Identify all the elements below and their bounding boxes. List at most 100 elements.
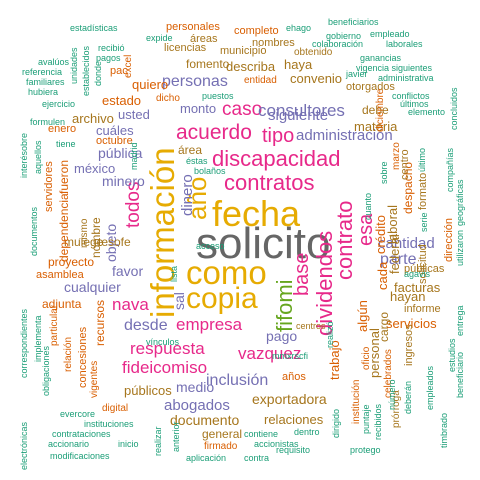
- cloud-word: dicho: [156, 93, 180, 104]
- cloud-word: general: [202, 427, 243, 441]
- cloud-word: proyecto: [48, 255, 95, 269]
- cloud-word: dentro: [294, 427, 320, 437]
- cloud-word: materia: [354, 119, 398, 134]
- cloud-word: nava: [112, 295, 149, 314]
- cloud-word: otorgados: [346, 81, 395, 93]
- cloud-word: copia: [186, 282, 258, 315]
- cloud-word: base: [291, 252, 313, 296]
- cloud-word: méxico: [74, 161, 116, 176]
- cloud-word: vigencia siguientes: [356, 63, 433, 73]
- cloud-word: estado: [102, 93, 142, 108]
- cloud-word: documentos: [29, 206, 39, 256]
- cloud-word: dinero: [179, 174, 196, 216]
- cloud-word: modificaciones: [50, 451, 110, 461]
- cloud-word: pagos: [96, 53, 121, 63]
- cloud-word: monto: [180, 101, 217, 116]
- cloud-word: quiero: [132, 77, 169, 92]
- cloud-word: pública: [98, 145, 143, 161]
- cloud-word: marzo: [391, 142, 402, 170]
- cloud-word: relaciones: [264, 412, 324, 427]
- cloud-word: colaboración: [312, 39, 364, 49]
- cloud-word: entrega: [455, 305, 465, 336]
- cloud-word: realizó: [325, 321, 335, 348]
- cloud-word: relación: [63, 336, 74, 372]
- cloud-word: facturas: [394, 280, 441, 295]
- cloud-word: pac: [110, 65, 128, 77]
- cloud-word: utilizaron: [455, 229, 465, 266]
- cloud-word: ejercicio: [42, 99, 76, 109]
- cloud-word: mismo: [79, 218, 90, 248]
- cloud-word: inicio: [118, 439, 139, 449]
- cloud-word: nombre: [89, 217, 103, 258]
- cloud-word: informe: [404, 303, 441, 315]
- cloud-word: debe: [362, 103, 389, 117]
- cloud-word: fecha: [212, 193, 301, 234]
- cloud-word: formato: [417, 172, 429, 210]
- cloud-word: empleado: [370, 29, 410, 39]
- cloud-word: diciembre: [375, 88, 386, 132]
- cloud-word: medio: [176, 379, 215, 395]
- cloud-word: aquellos: [33, 140, 43, 174]
- cloud-word: estudios: [447, 338, 457, 372]
- cloud-word: vazquez: [238, 344, 302, 363]
- cloud-word: vínculos: [146, 337, 180, 347]
- cloud-word: geográficas: [455, 179, 465, 226]
- cloud-word: requisito: [276, 445, 311, 455]
- cloud-word: dirigido: [331, 408, 341, 438]
- cloud-word: recibidos: [373, 403, 383, 440]
- cloud-word: ganancias: [360, 53, 402, 63]
- cloud-word: administrativa: [378, 73, 434, 83]
- cloud-word: mmxrscfi: [272, 351, 308, 361]
- cloud-word: oficio: [361, 346, 372, 370]
- cloud-word: concesiones: [77, 326, 89, 388]
- cloud-word: completo: [234, 25, 279, 37]
- cloud-word: exportadora: [252, 391, 327, 407]
- cloud-word: fomento: [186, 57, 230, 71]
- cloud-word: contiene: [244, 429, 279, 439]
- cloud-word: describa: [226, 59, 276, 74]
- cloud-word: inclusión: [206, 372, 269, 389]
- cloud-word: cuáles: [96, 123, 134, 138]
- cloud-word: públicas: [404, 263, 445, 275]
- cloud-word: vigentes: [89, 360, 100, 398]
- cloud-word: dependencia: [57, 193, 71, 262]
- cloud-word: referencia: [22, 67, 63, 77]
- cloud-word: electrónicas: [19, 421, 29, 470]
- cloud-word: último: [417, 147, 427, 172]
- cloud-word: instituciones: [84, 419, 134, 429]
- cloud-word: evercore: [60, 409, 96, 419]
- cloud-word: familiares: [26, 77, 65, 87]
- cloud-word: expide: [146, 33, 173, 43]
- cloud-word: área: [178, 143, 203, 157]
- cloud-word: unidades: [69, 47, 79, 84]
- cloud-word: interésobre: [19, 132, 29, 178]
- cloud-word: siguiente: [268, 107, 329, 124]
- cloud-word: establecidos: [81, 45, 91, 96]
- cloud-word: cada: [375, 261, 390, 290]
- cloud-word: beneficiario: [455, 351, 465, 398]
- cloud-word: adjunta: [42, 297, 82, 311]
- cloud-word: servicios: [386, 316, 437, 331]
- cloud-word: tiene: [56, 139, 76, 149]
- cloud-word: haya: [284, 57, 313, 72]
- cloud-word: recursos: [93, 299, 107, 346]
- cloud-word: dirección: [443, 217, 455, 262]
- cloud-word: hubiera: [28, 87, 59, 97]
- cloud-word: correspondientes: [19, 308, 29, 378]
- cloud-word: algún: [355, 300, 370, 332]
- cloud-word: servidores: [43, 161, 55, 212]
- cloud-word: éstas: [186, 156, 208, 166]
- cloud-word: laborales: [386, 39, 423, 49]
- cloud-word: puestos: [202, 91, 234, 101]
- cloud-word: públicos: [124, 383, 172, 398]
- cloud-word: protego: [350, 445, 381, 455]
- cloud-word: solicito: [196, 219, 331, 268]
- cloud-word: octubre: [96, 135, 133, 147]
- cloud-word: documento: [170, 412, 240, 428]
- cloud-word: administración: [296, 127, 393, 144]
- cloud-word: enero: [48, 123, 77, 135]
- cloud-word: fueron: [57, 159, 71, 194]
- cloud-word: contrataciones: [52, 429, 111, 439]
- cloud-word: particular: [49, 304, 60, 346]
